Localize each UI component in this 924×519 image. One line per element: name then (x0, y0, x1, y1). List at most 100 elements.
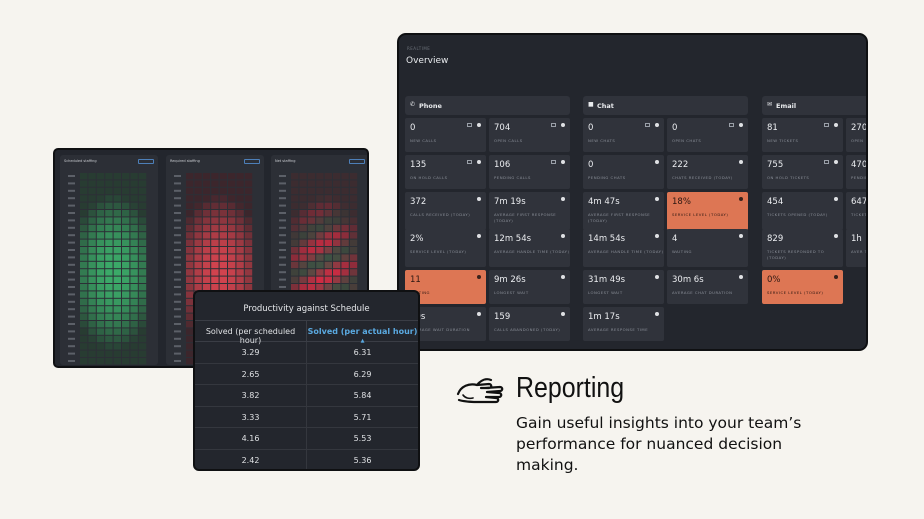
metric-tile[interactable]: 0 OPEN CHATS (667, 118, 748, 152)
info-icon[interactable] (834, 123, 838, 127)
metric-tile[interactable]: 0 NEW CHATS (583, 118, 664, 152)
section-header-label: Chat (597, 102, 614, 110)
info-icon[interactable] (739, 275, 743, 279)
info-icon[interactable] (655, 234, 659, 238)
info-icon[interactable] (739, 234, 743, 238)
metric-tile[interactable]: 135 ON HOLD CALLS (405, 155, 486, 189)
metric-tile[interactable]: 4m 47s AVERAGE FIRST RESPONSE (TODAY) (583, 192, 664, 230)
info-icon[interactable] (561, 312, 565, 316)
metric-value: 40s (410, 312, 486, 322)
section-email: ✉ Email 81 NEW TICKETS 270 OPEN 755 ON HOLD TIC… (762, 96, 868, 346)
external-link-icon[interactable] (645, 123, 650, 127)
info-icon[interactable] (561, 123, 565, 127)
metric-tile[interactable]: 18% SERVICE LEVEL (TODAY) (667, 192, 748, 230)
heatmap-panel-button[interactable] (349, 159, 365, 164)
info-icon[interactable] (739, 160, 743, 164)
info-icon[interactable] (477, 234, 481, 238)
cell-actual: 5.36 (353, 455, 372, 465)
info-icon[interactable] (655, 312, 659, 316)
metric-label: OPEN CHATS (672, 138, 702, 143)
metric-tile[interactable]: 1h AVER TIME (846, 229, 868, 267)
metric-tile[interactable]: 4 WAITING (667, 229, 748, 267)
info-icon[interactable] (655, 275, 659, 279)
external-link-icon[interactable] (467, 160, 472, 164)
metric-tile[interactable]: 81 NEW TICKETS (762, 118, 843, 152)
external-link-icon[interactable] (824, 123, 829, 127)
info-icon[interactable] (834, 197, 838, 201)
heatmap-panel-button[interactable] (138, 159, 154, 164)
info-icon[interactable] (739, 123, 743, 127)
productivity-title: Productivity against Schedule (243, 304, 370, 314)
cell-actual: 5.84 (353, 391, 372, 400)
info-icon[interactable] (561, 160, 565, 164)
metric-tile[interactable]: 30m 6s AVERAGE CHAT DURATION (667, 270, 748, 304)
metric-tile[interactable]: 2% SERVICE LEVEL (TODAY) (405, 229, 486, 267)
metric-tile[interactable]: 829 TICKETS RESPONDED TO (TODAY) (762, 229, 843, 267)
info-icon[interactable] (561, 275, 565, 279)
info-icon[interactable] (561, 234, 565, 238)
metric-label: AVERAGE WAIT DURATION (410, 327, 470, 332)
metric-tile[interactable]: 7m 19s AVERAGE FIRST RESPONSE (TODAY) (489, 192, 570, 230)
metric-tile[interactable]: 454 TICKETS OPENED (TODAY) (762, 192, 843, 230)
metric-label: AVERAGE HANDLE TIME (TODAY) (588, 249, 664, 254)
metric-label: AVER TIME (851, 249, 868, 254)
external-link-icon[interactable] (467, 123, 472, 127)
metric-value: 14m 54s (588, 234, 626, 244)
info-icon[interactable] (477, 197, 481, 201)
sort-ascending-icon: ▲ (360, 338, 365, 344)
info-icon[interactable] (655, 123, 659, 127)
info-icon[interactable] (834, 275, 838, 279)
metric-tile[interactable]: 222 CHATS RECEIVED (TODAY) (667, 155, 748, 189)
column-header-actual[interactable]: Solved (per actual hour) ▲ (307, 321, 418, 344)
metric-tile[interactable]: 159 CALLS ABANDONED (TODAY) (489, 307, 570, 341)
table-row: 3.33 5.71 (195, 406, 418, 428)
info-icon[interactable] (834, 160, 838, 164)
metric-tile[interactable]: 0 PENDING CHATS (583, 155, 664, 189)
metric-tile[interactable]: 14m 54s AVERAGE HANDLE TIME (TODAY) (583, 229, 664, 267)
column-header-scheduled[interactable]: Solved (per scheduled hour) (195, 321, 307, 345)
info-icon[interactable] (477, 275, 481, 279)
table-row: 2.65 6.29 (195, 363, 418, 385)
info-icon[interactable] (477, 160, 481, 164)
helping-hand-icon (456, 378, 504, 404)
info-icon[interactable] (834, 234, 838, 238)
info-icon[interactable] (655, 197, 659, 201)
external-link-icon[interactable] (551, 123, 556, 127)
metric-value: 647 (851, 197, 868, 207)
table-row: 2.42 5.36 (195, 449, 418, 469)
metric-tile[interactable]: 0% SERVICE LEVEL (TODAY) (762, 270, 843, 304)
metric-label: OPEN CALLS (494, 138, 523, 143)
info-icon[interactable] (477, 123, 481, 127)
metric-tile[interactable]: 704 OPEN CALLS (489, 118, 570, 152)
heatmap-panel-button[interactable] (244, 159, 260, 164)
metric-value: 270 (851, 123, 868, 133)
metric-tile[interactable]: 647 TICKETS (846, 192, 868, 230)
productivity-table-card: Productivity against Schedule Solved (pe… (193, 290, 420, 471)
metric-tile[interactable]: 0 NEW CALLS (405, 118, 486, 152)
metric-tile[interactable]: 106 PENDING CALLS (489, 155, 570, 189)
metric-tile[interactable]: 470 PENDING (846, 155, 866, 189)
metric-value: 12m 54s (494, 234, 532, 244)
metric-value: 4 (672, 234, 678, 244)
metric-tile[interactable]: 1m 17s AVERAGE RESPONSE TIME (583, 307, 664, 341)
section-header-phone: ✆ Phone (405, 96, 570, 115)
metric-label: LONGEST WAIT (494, 290, 529, 295)
metric-tile[interactable]: 372 CALLS RECEIVED (TODAY) (405, 192, 486, 230)
external-link-icon[interactable] (729, 123, 734, 127)
metric-tile[interactable]: 270 OPEN (846, 118, 868, 152)
external-link-icon[interactable] (551, 160, 556, 164)
metric-value: 7m 19s (494, 197, 526, 207)
overview-window: REALTIME Overview ✆ Phone 0 NEW CALLS 704 OPE… (397, 33, 868, 351)
metric-value: 829 (767, 234, 784, 244)
info-icon[interactable] (739, 197, 743, 201)
metric-tile[interactable]: 755 ON HOLD TICKETS (762, 155, 843, 189)
metric-tile[interactable]: 12m 54s AVERAGE HANDLE TIME (TODAY) (489, 229, 570, 267)
metric-tile[interactable]: 31m 49s LONGEST WAIT (583, 270, 664, 304)
external-link-icon[interactable] (824, 160, 829, 164)
metric-value: 704 (494, 123, 511, 133)
metric-tile[interactable]: 9m 26s LONGEST WAIT (489, 270, 570, 304)
info-icon[interactable] (655, 160, 659, 164)
info-icon[interactable] (561, 197, 565, 201)
info-icon[interactable] (477, 312, 481, 316)
metric-value: 0 (672, 123, 678, 133)
